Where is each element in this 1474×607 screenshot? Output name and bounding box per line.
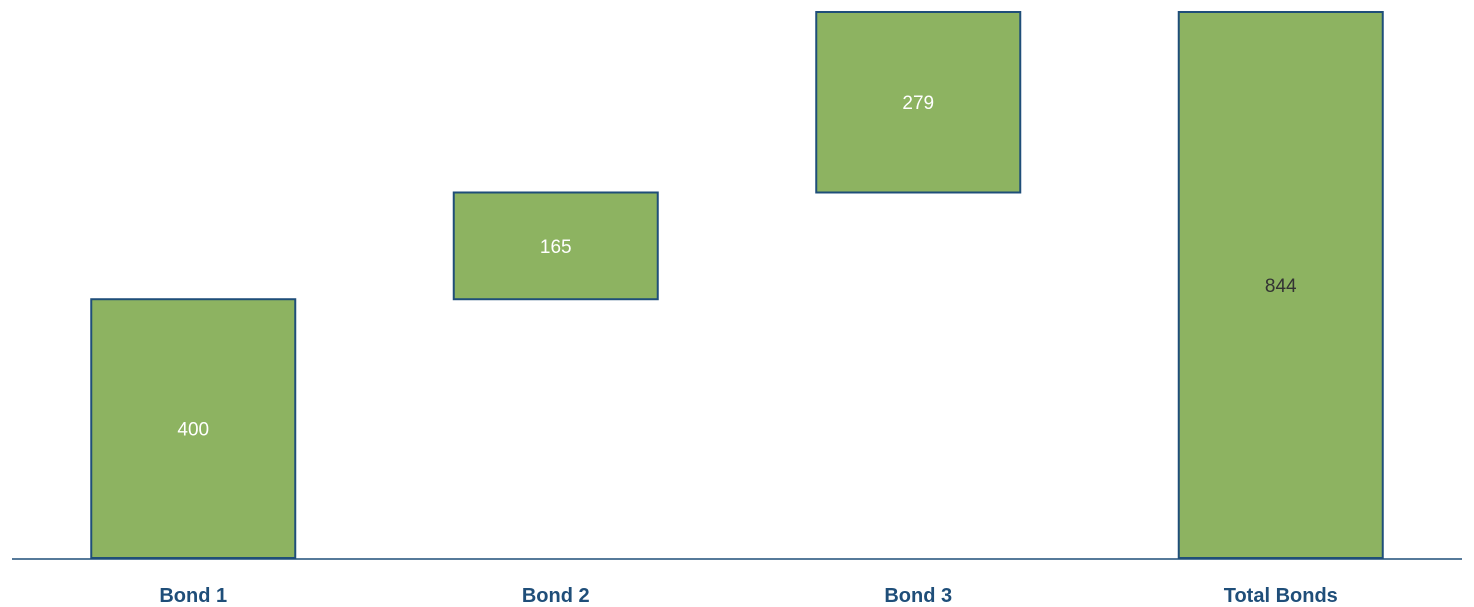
bar-bond-1 [90,298,297,559]
bar-bond-2 [452,191,659,301]
data-label: 400 [177,420,209,441]
labels-layer: 400 165 279 844 [177,93,1297,440]
category-label: Bond 2 [522,585,590,607]
category-label: Bond 1 [159,585,227,607]
category-labels-layer: Bond 1 Bond 2 Bond 3 Total Bonds [159,585,1337,607]
category-label: Bond 3 [884,585,952,607]
data-label: 165 [540,237,572,258]
data-label: 844 [1265,276,1297,297]
bar-bond-3 [815,11,1022,194]
category-label: Total Bonds [1224,585,1338,607]
data-label: 279 [902,93,934,114]
bar-total-bonds [1177,11,1384,559]
bars-layer [90,11,1384,559]
